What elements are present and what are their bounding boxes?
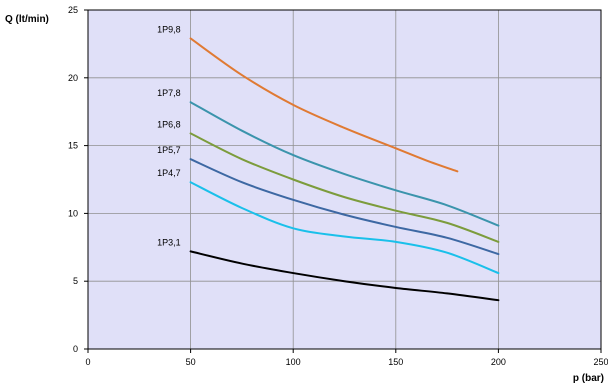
x-tick-label: 50 xyxy=(186,357,196,367)
series-label: 1P4,7 xyxy=(157,168,181,178)
y-axis-title: Q (lt/min) xyxy=(5,14,49,25)
plot-area xyxy=(88,10,601,349)
y-tick-label: 20 xyxy=(68,73,78,83)
x-tick-label: 200 xyxy=(491,357,506,367)
x-tick-label: 0 xyxy=(85,357,90,367)
series-label: 1P6,8 xyxy=(157,119,181,129)
x-axis-title: p (bar) xyxy=(573,373,604,384)
y-tick-label: 25 xyxy=(68,5,78,15)
x-tick-label: 100 xyxy=(286,357,301,367)
x-tick-label: 250 xyxy=(593,357,608,367)
y-tick-label: 0 xyxy=(73,344,78,354)
series-label: 1P5,7 xyxy=(157,145,181,155)
x-tick-label: 150 xyxy=(388,357,403,367)
y-tick-label: 5 xyxy=(73,276,78,286)
series-label: 1P9,8 xyxy=(157,24,181,34)
y-tick-label: 10 xyxy=(68,208,78,218)
y-tick-label: 15 xyxy=(68,141,78,151)
series-label: 1P7,8 xyxy=(157,88,181,98)
series-label: 1P3,1 xyxy=(157,237,181,247)
